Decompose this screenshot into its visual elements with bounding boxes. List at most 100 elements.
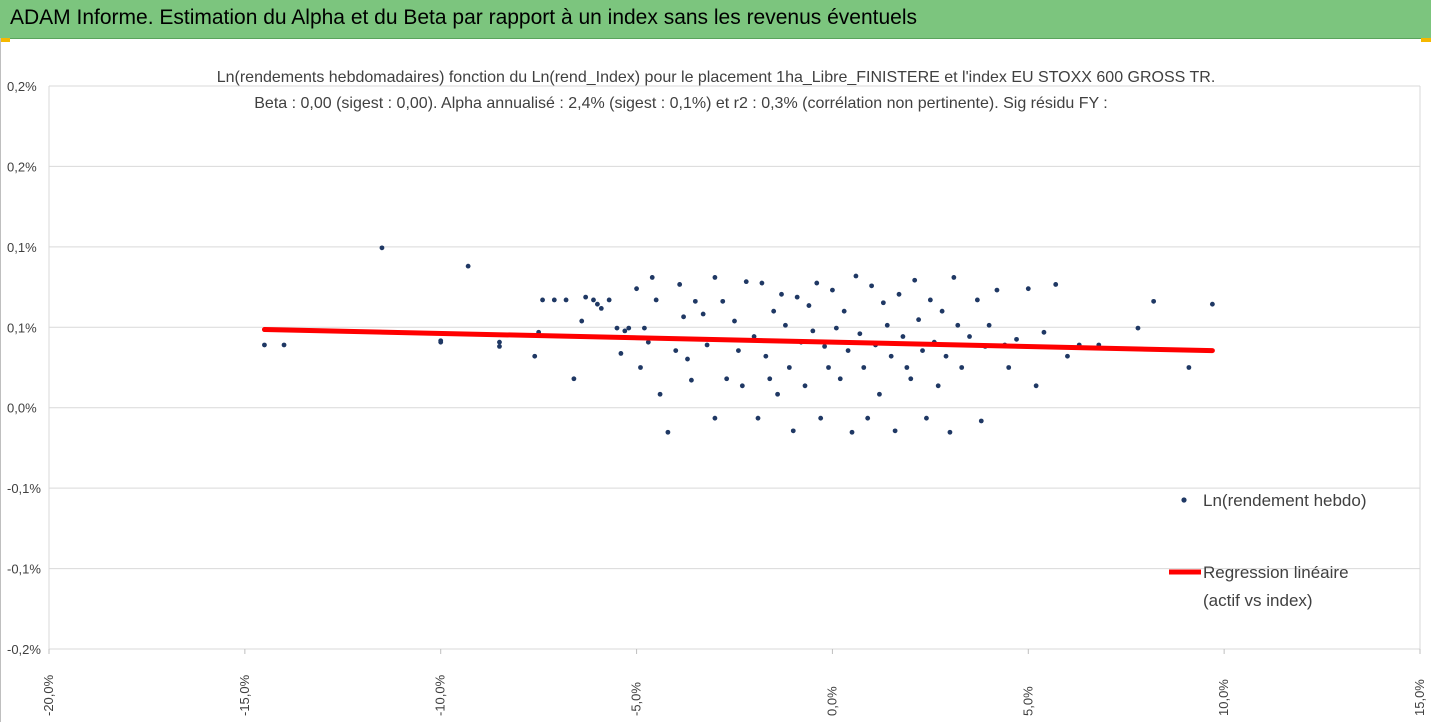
- data-point: [818, 415, 824, 421]
- data-point: [845, 348, 851, 354]
- data-point: [955, 322, 961, 328]
- y-tick-label: -0,1%: [7, 481, 41, 496]
- data-point: [681, 314, 686, 320]
- data-point: [822, 343, 827, 349]
- data-point: [497, 339, 502, 345]
- report-title: ADAM Informe. Estimation du Alpha et du …: [10, 6, 918, 29]
- data-point: [986, 322, 992, 328]
- x-tick-label: -5,0%: [629, 682, 644, 716]
- data-point: [1041, 329, 1047, 335]
- x-tick-label: 0,0%: [824, 686, 839, 716]
- data-point: [920, 348, 925, 354]
- legend-label-regression-2: (actif vs index): [1203, 591, 1313, 610]
- data-point: [1209, 301, 1215, 307]
- data-point: [869, 283, 874, 289]
- data-point: [532, 353, 538, 359]
- data-point: [665, 429, 671, 435]
- data-point: [704, 342, 710, 348]
- data-point: [614, 325, 620, 331]
- data-point: [1053, 282, 1059, 287]
- data-point: [861, 365, 867, 370]
- data-point: [959, 365, 965, 370]
- legend-label-regression-1: Regression linéaire: [1203, 563, 1349, 582]
- corner-marker-right: [1421, 38, 1431, 42]
- chart-area: Ln(rendements hebdomadaires) fonction du…: [0, 38, 1431, 722]
- data-point: [642, 325, 647, 331]
- x-tick-label: -20,0%: [41, 674, 56, 716]
- data-point: [583, 294, 589, 300]
- data-point: [595, 301, 600, 307]
- data-point: [884, 322, 890, 328]
- data-point: [622, 328, 628, 334]
- data-point: [571, 376, 577, 382]
- x-tick-label: 10,0%: [1216, 679, 1231, 716]
- data-point: [994, 287, 1000, 293]
- data-point: [732, 318, 737, 324]
- data-point: [1006, 365, 1012, 370]
- data-point: [908, 376, 914, 382]
- data-point: [904, 365, 910, 370]
- data-point: [865, 415, 871, 421]
- data-point: [736, 348, 741, 354]
- data-point: [739, 383, 745, 389]
- data-point: [900, 334, 906, 339]
- data-point: [712, 415, 718, 421]
- report-banner: ADAM Informe. Estimation du Alpha et du …: [0, 0, 1431, 39]
- data-point: [786, 365, 792, 370]
- axes: 0,2% 0,2% 0,1% 0,1% 0,0% -0,1% -0,1% -0,2% -20,0…: [7, 79, 1427, 716]
- data-point: [916, 317, 922, 323]
- data-point: [598, 305, 604, 311]
- legend: Ln(rendement hebdo) Regression linéaire …: [1169, 491, 1367, 610]
- gridlines: [48, 85, 1421, 650]
- y-tick-label: -0,2%: [7, 642, 41, 657]
- data-point: [262, 342, 267, 348]
- x-tick-label: -10,0%: [433, 674, 448, 716]
- data-point: [826, 365, 831, 370]
- data-point: [888, 353, 894, 359]
- data-point: [939, 308, 945, 314]
- data-point: [853, 273, 859, 279]
- data-point: [1151, 298, 1157, 304]
- data-point: [1065, 353, 1070, 359]
- data-point: [877, 391, 882, 397]
- data-point: [591, 297, 596, 303]
- data-point: [1025, 286, 1031, 292]
- data-point: [767, 376, 773, 382]
- data-point: [849, 429, 855, 435]
- data-point: [677, 282, 683, 287]
- data-point: [892, 428, 898, 434]
- regression-line: [261, 326, 1215, 354]
- data-point: [912, 277, 918, 283]
- data-point: [857, 331, 863, 337]
- data-point: [806, 303, 812, 308]
- data-point: [1014, 336, 1019, 342]
- data-point: [1186, 365, 1192, 370]
- data-point: [563, 297, 569, 303]
- data-point: [751, 334, 757, 339]
- data-point: [540, 297, 545, 303]
- data-point: [790, 428, 796, 434]
- data-point: [638, 365, 643, 370]
- regression-line-path: [261, 326, 1215, 354]
- data-point: [935, 383, 941, 389]
- data-point: [810, 328, 816, 334]
- data-point: [657, 391, 663, 397]
- data-point: [689, 377, 694, 383]
- y-tick-label: 0,2%: [7, 79, 37, 94]
- data-point: [802, 383, 808, 389]
- x-tick-label: 5,0%: [1020, 686, 1035, 716]
- data-point: [763, 353, 769, 359]
- data-point: [896, 291, 902, 297]
- y-tick-label: 0,2%: [7, 159, 37, 174]
- data-point: [465, 263, 471, 269]
- data-point: [649, 275, 655, 280]
- legend-label-points: Ln(rendement hebdo): [1203, 491, 1367, 510]
- data-point: [618, 351, 624, 356]
- data-point: [634, 286, 639, 292]
- data-point: [759, 280, 765, 286]
- data-point: [967, 334, 972, 339]
- data-point: [281, 342, 287, 348]
- data-point: [626, 325, 632, 331]
- data-point: [775, 391, 780, 397]
- chart-subtitle: Beta : 0,00 (sigest : 0,00). Alpha annua…: [254, 95, 1108, 112]
